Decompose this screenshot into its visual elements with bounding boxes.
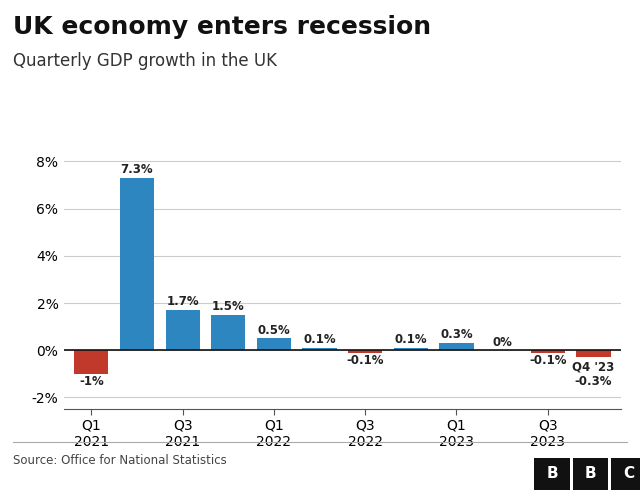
Text: 0.1%: 0.1% xyxy=(303,333,336,346)
Text: Quarterly GDP growth in the UK: Quarterly GDP growth in the UK xyxy=(13,52,277,70)
Text: -0.1%: -0.1% xyxy=(529,354,566,367)
Bar xyxy=(394,348,428,350)
Bar xyxy=(74,350,109,374)
Text: B: B xyxy=(584,466,596,482)
Text: 0.1%: 0.1% xyxy=(394,333,427,346)
Bar xyxy=(440,343,474,350)
Text: B: B xyxy=(546,466,558,482)
Text: 1.5%: 1.5% xyxy=(212,300,244,313)
Bar xyxy=(348,350,382,353)
Bar xyxy=(120,178,154,350)
Bar xyxy=(257,338,291,350)
Text: 0%: 0% xyxy=(492,335,512,349)
Text: 7.3%: 7.3% xyxy=(121,163,154,176)
Text: UK economy enters recession: UK economy enters recession xyxy=(13,15,431,39)
Text: C: C xyxy=(623,466,634,482)
Text: -0.1%: -0.1% xyxy=(346,354,384,367)
Bar xyxy=(166,310,200,350)
Text: Source: Office for National Statistics: Source: Office for National Statistics xyxy=(13,454,227,467)
Text: 1.7%: 1.7% xyxy=(166,295,199,308)
Bar xyxy=(531,350,565,353)
Text: -1%: -1% xyxy=(79,375,104,388)
Bar xyxy=(303,348,337,350)
Text: 0.3%: 0.3% xyxy=(440,328,473,341)
Text: Q4 '23
-0.3%: Q4 '23 -0.3% xyxy=(572,360,614,388)
Bar xyxy=(211,315,245,350)
Bar xyxy=(576,350,611,357)
Text: 0.5%: 0.5% xyxy=(257,324,291,337)
